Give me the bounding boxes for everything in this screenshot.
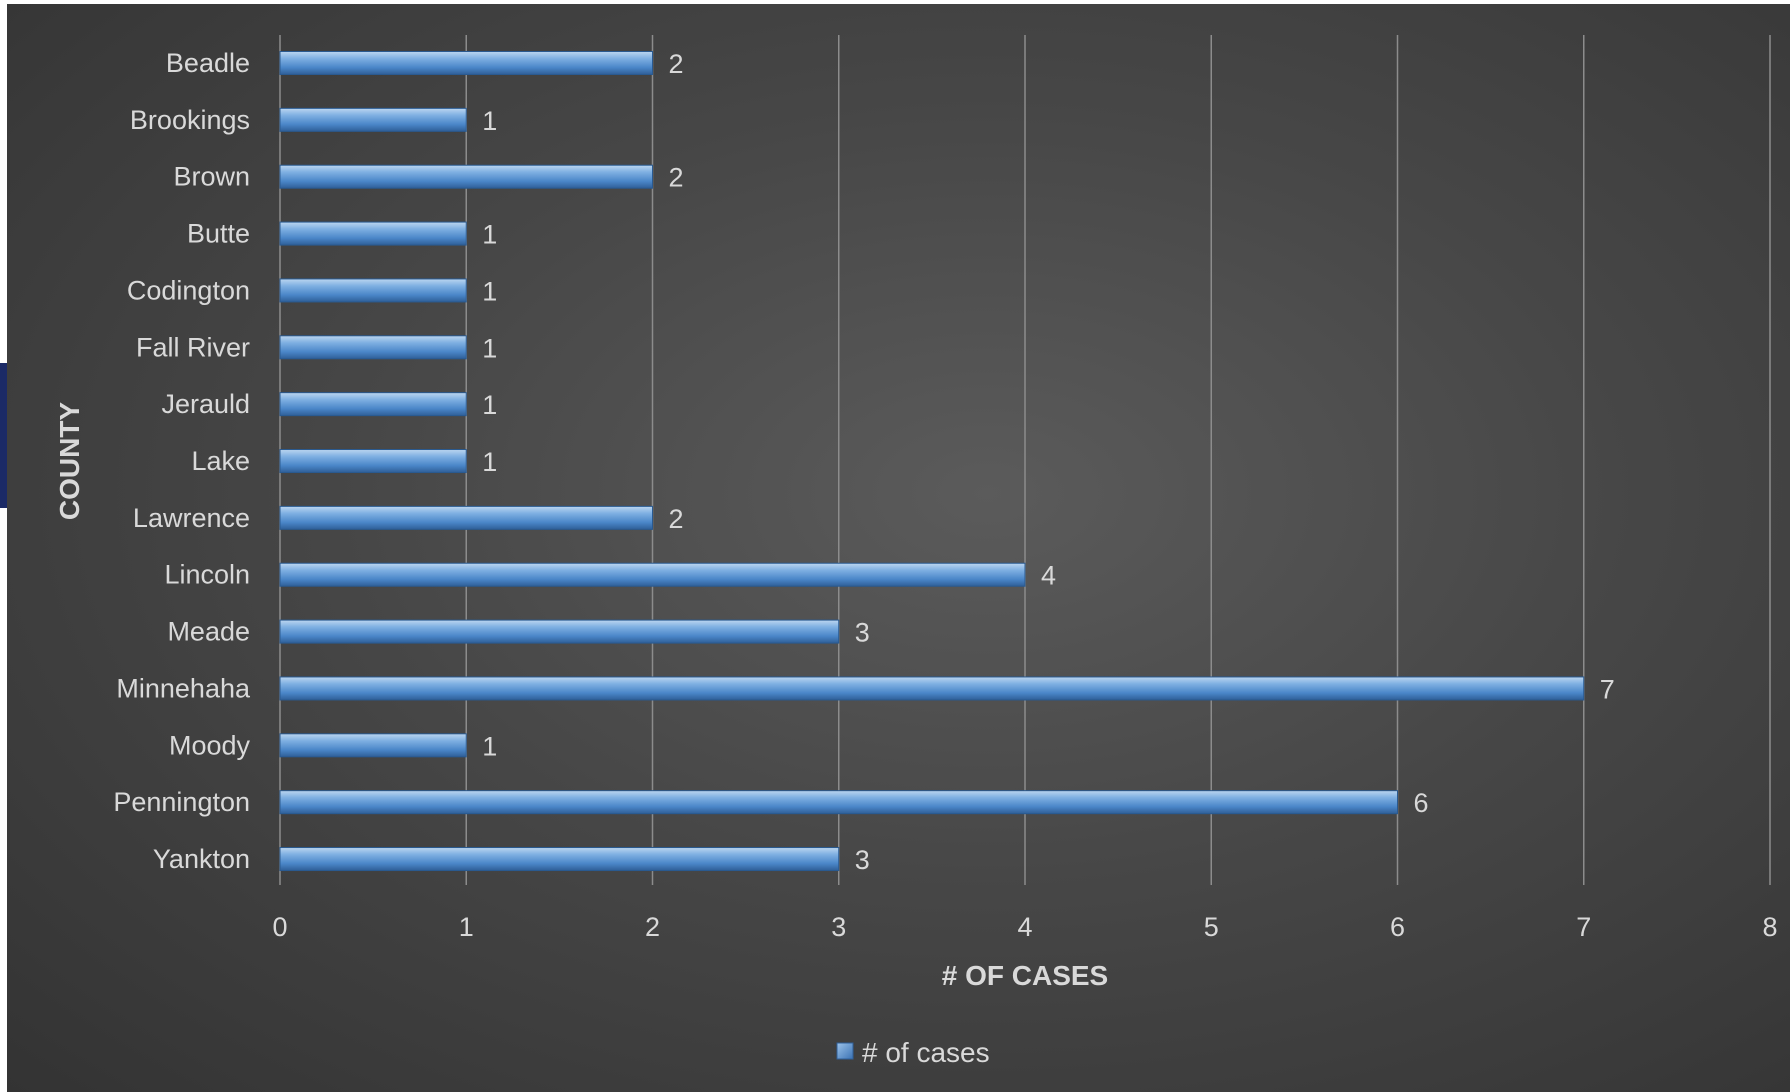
category-label: Moody	[169, 730, 251, 760]
bar	[279, 221, 467, 246]
legend-label: # of cases	[862, 1037, 990, 1068]
x-tick-label: 3	[831, 912, 846, 942]
category-label: Brookings	[130, 105, 250, 135]
bar	[279, 847, 840, 872]
data-label: 3	[855, 618, 870, 648]
legend-swatch	[836, 1042, 854, 1060]
x-tick-label: 2	[645, 912, 660, 942]
category-label: Beadle	[166, 48, 250, 78]
data-label: 2	[669, 163, 684, 193]
y-axis-title: COUNTY	[54, 402, 85, 521]
side-accent-bar	[0, 363, 7, 508]
category-label: Brown	[173, 162, 250, 192]
bar	[279, 449, 467, 474]
category-label: Jerauld	[161, 389, 250, 419]
bar	[279, 51, 653, 75]
data-label: 1	[482, 276, 497, 306]
bars	[279, 51, 1585, 872]
bar	[279, 335, 467, 360]
category-label: Codington	[127, 275, 250, 305]
data-label: 1	[482, 731, 497, 761]
x-tick-label: 4	[1017, 912, 1032, 942]
data-label: 1	[482, 447, 497, 477]
x-axis-title: # OF CASES	[942, 960, 1108, 991]
x-tick-labels: 0 1 2 3 4 5 6 7 8	[272, 912, 1777, 942]
data-label: 2	[669, 49, 684, 79]
bar	[279, 392, 467, 417]
bar	[279, 107, 467, 132]
bar	[279, 278, 467, 303]
category-labels: Beadle Brookings Brown Butte Codington Fall R…	[113, 48, 251, 874]
data-label: 3	[855, 845, 870, 875]
x-tick-label: 7	[1576, 912, 1591, 942]
gridlines	[279, 35, 1771, 885]
category-label: Butte	[187, 219, 250, 249]
data-label: 1	[482, 390, 497, 420]
category-label: Yankton	[153, 844, 250, 874]
bar	[279, 562, 1026, 587]
bar	[279, 505, 653, 530]
x-tick-label: 1	[459, 912, 474, 942]
category-label: Pennington	[113, 787, 250, 817]
bar	[279, 619, 840, 644]
x-tick-label: 0	[272, 912, 287, 942]
data-label: 1	[482, 220, 497, 250]
data-label: 4	[1041, 561, 1056, 591]
bar	[279, 676, 1585, 701]
category-label: Meade	[167, 617, 250, 647]
bar	[279, 733, 467, 758]
data-label: 2	[669, 504, 684, 534]
bar	[279, 164, 653, 189]
category-label: Minnehaha	[116, 673, 251, 703]
data-label: 7	[1600, 674, 1615, 704]
x-tick-label: 8	[1762, 912, 1777, 942]
data-label: 6	[1414, 788, 1429, 818]
legend: # of cases	[836, 1037, 990, 1068]
x-tick-label: 5	[1204, 912, 1219, 942]
data-labels: 2 1 2 1 1 1 1 1 2 4 3 7 1 6 3	[482, 49, 1615, 875]
bar	[279, 790, 1398, 815]
category-label: Lake	[191, 446, 250, 476]
x-tick-label: 6	[1390, 912, 1405, 942]
category-label: Fall River	[136, 332, 250, 362]
category-label: Lincoln	[164, 560, 250, 590]
data-label: 1	[482, 333, 497, 363]
category-label: Lawrence	[133, 503, 250, 533]
data-label: 1	[482, 106, 497, 136]
